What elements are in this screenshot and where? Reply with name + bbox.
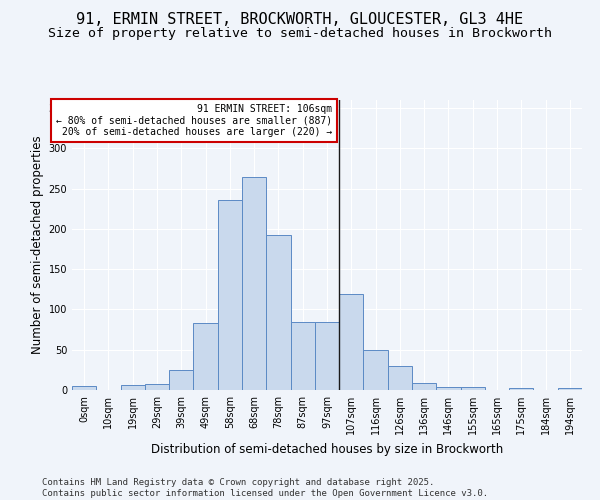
Text: Size of property relative to semi-detached houses in Brockworth: Size of property relative to semi-detach… xyxy=(48,28,552,40)
Bar xyxy=(145,384,169,390)
Text: 91, ERMIN STREET, BROCKWORTH, GLOUCESTER, GL3 4HE: 91, ERMIN STREET, BROCKWORTH, GLOUCESTER… xyxy=(76,12,524,28)
Bar xyxy=(169,370,193,390)
Bar xyxy=(436,387,461,390)
Bar xyxy=(364,350,388,390)
Bar xyxy=(388,366,412,390)
Text: 91 ERMIN STREET: 106sqm
← 80% of semi-detached houses are smaller (887)
20% of s: 91 ERMIN STREET: 106sqm ← 80% of semi-de… xyxy=(56,104,332,137)
Bar xyxy=(290,322,315,390)
Bar xyxy=(121,385,145,390)
Bar xyxy=(266,234,290,390)
Bar xyxy=(193,323,218,390)
Bar xyxy=(72,386,96,390)
Bar xyxy=(461,387,485,390)
Bar xyxy=(558,388,582,390)
Bar xyxy=(339,294,364,390)
Text: Contains HM Land Registry data © Crown copyright and database right 2025.
Contai: Contains HM Land Registry data © Crown c… xyxy=(42,478,488,498)
Bar xyxy=(315,322,339,390)
X-axis label: Distribution of semi-detached houses by size in Brockworth: Distribution of semi-detached houses by … xyxy=(151,442,503,456)
Y-axis label: Number of semi-detached properties: Number of semi-detached properties xyxy=(31,136,44,354)
Bar xyxy=(412,383,436,390)
Bar xyxy=(242,178,266,390)
Bar xyxy=(218,200,242,390)
Bar xyxy=(509,388,533,390)
